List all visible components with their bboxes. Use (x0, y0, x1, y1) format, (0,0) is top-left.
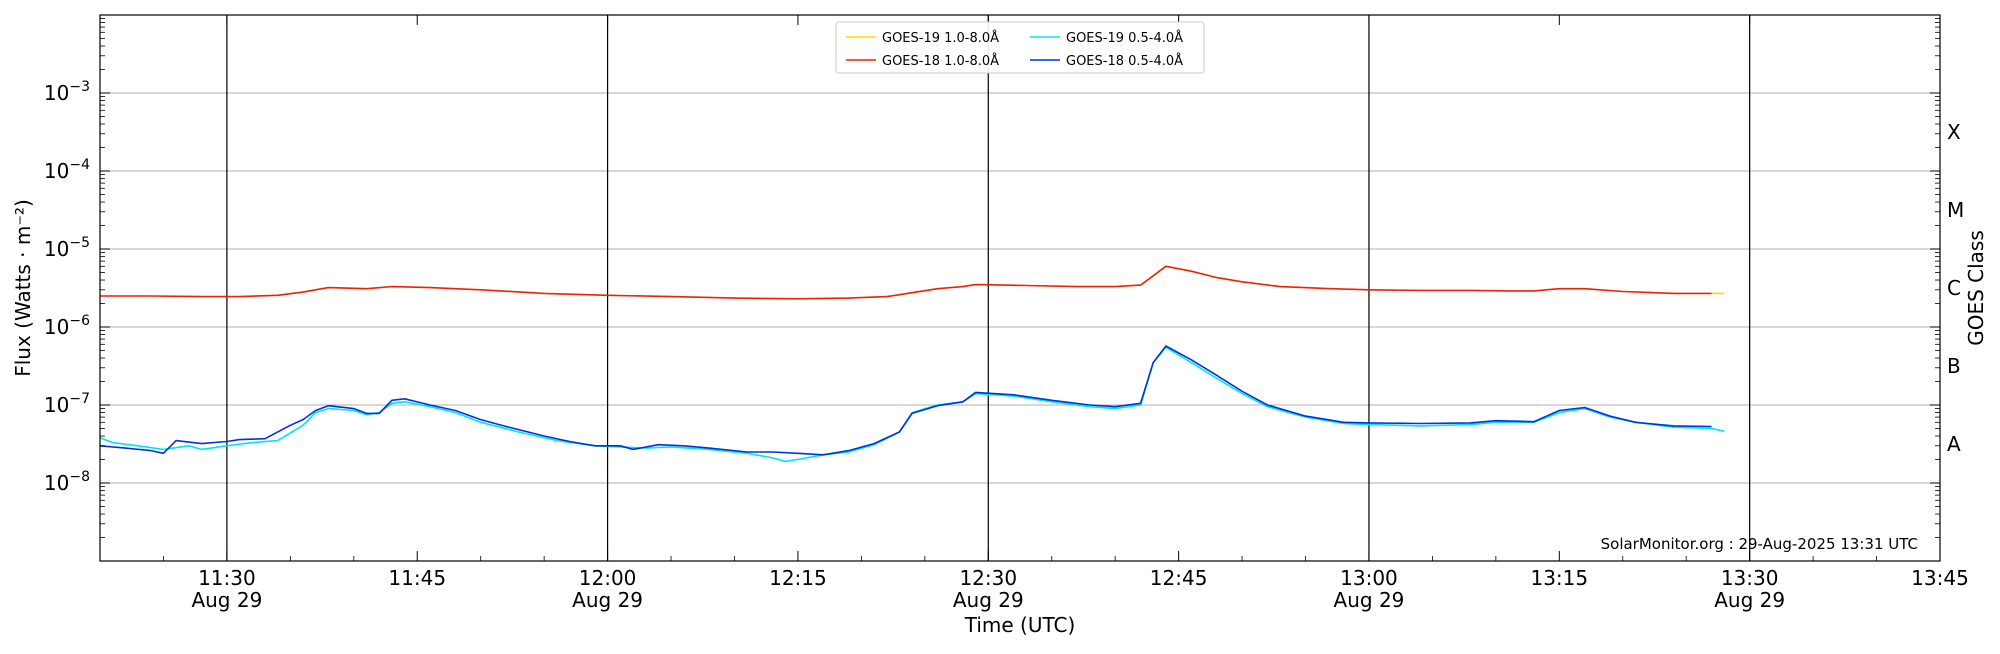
x-tick-date-label: Aug 29 (191, 588, 262, 612)
grid-layer (100, 92, 1940, 484)
day-boundary-lines (226, 15, 1751, 561)
goes-class-labels: A B C M X (1947, 120, 1964, 456)
x-tick-label: 13:45 (1911, 566, 1969, 590)
x-tick-label: 11:45 (388, 566, 446, 590)
series-line-1 (100, 265, 1712, 300)
x-tick-date-label: Aug 29 (1334, 588, 1405, 612)
x-tick-label: 13:00 (1340, 566, 1398, 590)
y-tick-label: 10−7 (44, 391, 90, 417)
series-line-2 (99, 346, 1725, 463)
x-tick-label: 12:15 (769, 566, 827, 590)
y-axis-label: Flux (Watts · m⁻²) (11, 199, 35, 377)
x-tick-label: 12:30 (959, 566, 1017, 590)
legend-entry-3: GOES-18 0.5-4.0Å (1066, 53, 1183, 69)
y-tick-label: 10−5 (44, 235, 90, 261)
x-tick-date-label: Aug 29 (572, 588, 643, 612)
credit-text: SolarMonitor.org : 29-Aug-2025 13:31 UTC (1601, 535, 1918, 553)
goes-class-C: C (1947, 276, 1961, 300)
x-tick-label: 12:00 (579, 566, 637, 590)
right-axis-label: GOES Class (1964, 230, 1988, 346)
y-tick-label: 10−4 (44, 157, 90, 183)
x-tick-label: 11:30 (198, 566, 256, 590)
goes-class-M: M (1947, 198, 1964, 222)
legend-box (835, 21, 1205, 74)
goes-class-X: X (1947, 120, 1961, 144)
legend-entry-1: GOES-18 1.0-8.0Å (882, 53, 999, 69)
y-tick-label: 10−3 (44, 79, 90, 105)
plot-frame (99, 14, 1941, 562)
x-tick-label: 12:45 (1150, 566, 1208, 590)
x-tick-date-label: Aug 29 (953, 588, 1024, 612)
goes-class-A: A (1947, 432, 1961, 456)
goes-class-B: B (1947, 354, 1961, 378)
y-tick-label: 10−6 (44, 313, 90, 339)
x-tick-label: 13:15 (1530, 566, 1588, 590)
legend-entry-2: GOES-19 0.5-4.0Å (1066, 30, 1183, 46)
x-tick-label: 13:30 (1721, 566, 1779, 590)
tick-layer (99, 15, 1941, 561)
legend-entry-0: GOES-19 1.0-8.0Å (882, 30, 999, 46)
x-axis-label: Time (UTC) (964, 613, 1076, 637)
x-tick-date-label: Aug 29 (1714, 588, 1785, 612)
series-layer (99, 265, 1725, 463)
y-tick-label: 10−8 (44, 469, 90, 495)
legend: GOES-19 1.0-8.0Å GOES-18 1.0-8.0Å GOES-19 … (835, 21, 1205, 74)
series-line-3 (99, 345, 1712, 456)
